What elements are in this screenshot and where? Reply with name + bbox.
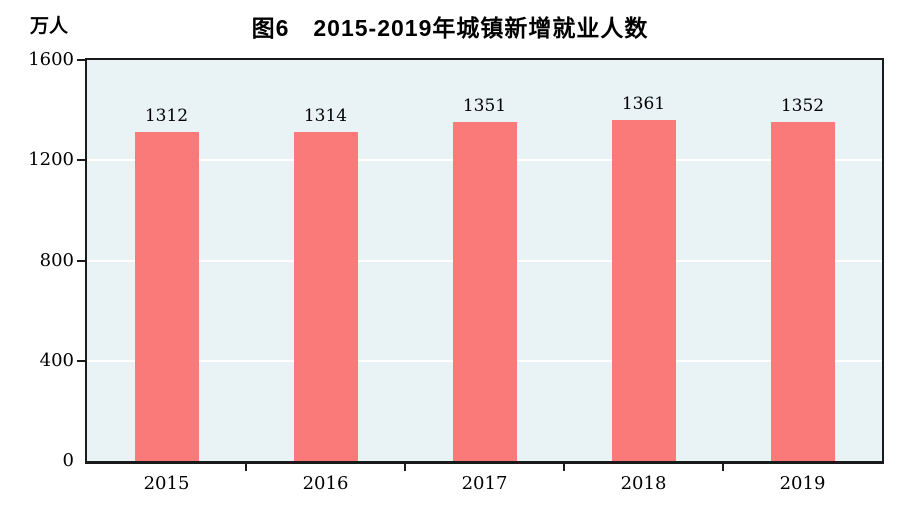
x-axis-tick-1 (245, 464, 247, 471)
x-axis-tick-3 (563, 464, 565, 471)
y-axis-tick-1200 (77, 159, 85, 162)
y-axis-tick-400 (77, 359, 85, 362)
bar-value-label-2017: 1351 (462, 96, 507, 117)
chart-title: 图6 2015-2019年城镇新增就业人数 (251, 15, 649, 41)
bar-2015 (134, 132, 199, 461)
x-axis-tick-2 (404, 464, 406, 471)
plot-inner: 1312 1314 1351 1361 1352 (87, 60, 882, 461)
x-axis-label-2018: 2018 (620, 473, 667, 494)
bar-2019 (770, 122, 835, 461)
y-axis-label-0: 0 (62, 450, 74, 471)
y-axis-unit-label: 万人 (30, 16, 69, 37)
bar-2016 (293, 131, 358, 461)
bar-value-label-2015: 1312 (144, 106, 189, 127)
x-axis-tick-4 (722, 464, 724, 471)
y-axis-label-400: 400 (39, 349, 74, 371)
x-axis-label-2017: 2017 (461, 473, 508, 494)
y-axis-tick-800 (77, 259, 85, 262)
y-axis-label-1200: 1200 (28, 149, 74, 171)
y-axis-label-1600: 1600 (28, 49, 74, 70)
x-axis-label-2016: 2016 (302, 473, 349, 494)
x-axis-label-2019: 2019 (779, 473, 826, 494)
x-axis-label-2015: 2015 (143, 473, 190, 494)
plot-area: 1312 1314 1351 1361 1352 (85, 58, 884, 464)
bar-2018 (611, 119, 676, 461)
bar-2017 (452, 122, 517, 461)
bar-value-label-2019: 1352 (780, 96, 825, 117)
y-axis-tick-1600 (77, 59, 85, 61)
y-axis-label-800: 800 (39, 249, 74, 271)
bar-value-label-2018: 1361 (621, 93, 666, 114)
bar-value-label-2016: 1314 (303, 105, 348, 126)
